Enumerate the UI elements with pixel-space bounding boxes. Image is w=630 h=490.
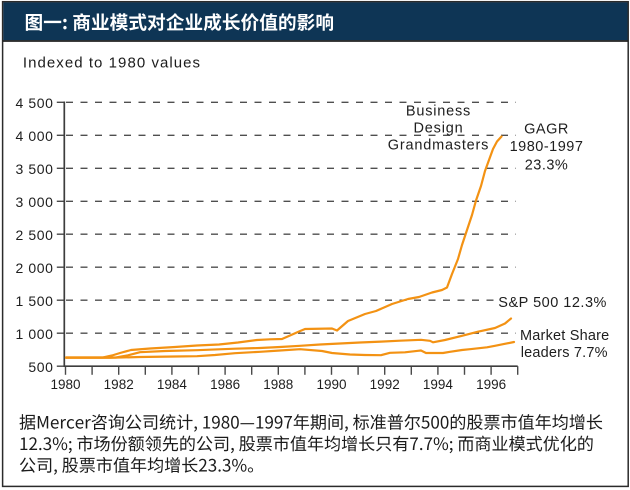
svg-text:2 500: 2 500 xyxy=(15,227,53,243)
svg-text:3 000: 3 000 xyxy=(15,194,53,210)
svg-text:S&P 500 12.3%: S&P 500 12.3% xyxy=(498,295,607,311)
svg-text:2 000: 2 000 xyxy=(15,260,53,276)
svg-text:1 500: 1 500 xyxy=(15,293,53,309)
svg-text:Business: Business xyxy=(406,104,471,120)
svg-text:4 500: 4 500 xyxy=(15,95,53,111)
svg-text:1984: 1984 xyxy=(157,377,188,392)
svg-text:1990: 1990 xyxy=(316,377,346,392)
svg-text:1988: 1988 xyxy=(263,377,293,392)
svg-text:1 000: 1 000 xyxy=(15,326,53,342)
svg-text:Grandmasters: Grandmasters xyxy=(388,137,489,153)
svg-text:1980-1997: 1980-1997 xyxy=(510,139,584,155)
svg-text:1980: 1980 xyxy=(50,377,80,392)
svg-text:leaders 7.7%: leaders 7.7% xyxy=(521,345,608,361)
svg-text:3 500: 3 500 xyxy=(15,161,53,177)
svg-text:23.3%: 23.3% xyxy=(525,158,569,174)
svg-text:Indexed to 1980 values: Indexed to 1980 values xyxy=(23,55,201,72)
svg-text:1986: 1986 xyxy=(210,377,240,392)
svg-text:Market Share: Market Share xyxy=(520,328,609,344)
svg-text:1994: 1994 xyxy=(423,377,454,392)
svg-text:500: 500 xyxy=(28,359,53,375)
svg-text:GAGR: GAGR xyxy=(524,121,569,137)
svg-text:1992: 1992 xyxy=(370,377,400,392)
svg-text:4 000: 4 000 xyxy=(15,128,53,144)
svg-text:Design: Design xyxy=(414,120,464,136)
svg-text:1982: 1982 xyxy=(104,377,134,392)
svg-text:1996: 1996 xyxy=(476,377,506,392)
